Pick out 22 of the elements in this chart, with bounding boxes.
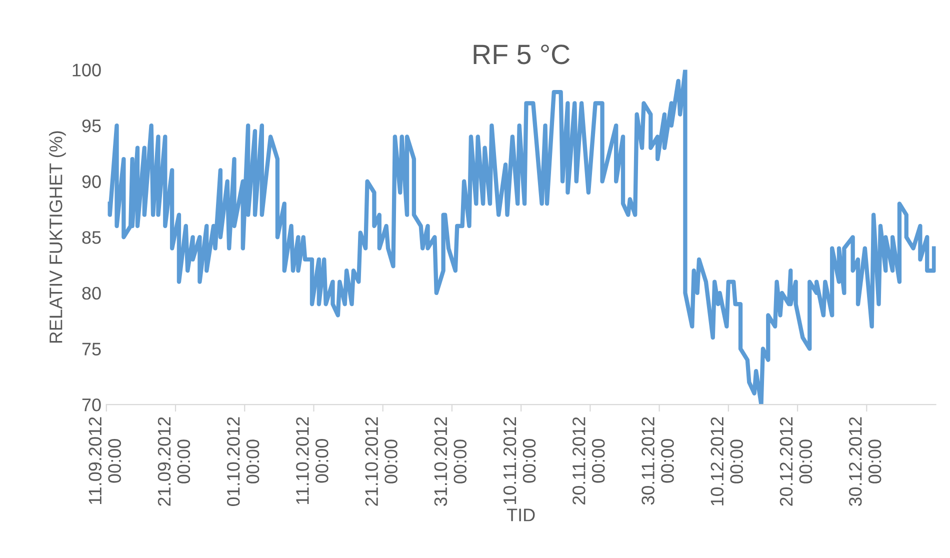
x-axis-title: TID xyxy=(506,508,535,522)
y-axis-title: RELATIV FUKTIGHET (%) xyxy=(49,131,66,343)
y-tick-label: 75 xyxy=(82,342,101,356)
y-tick-label: 100 xyxy=(72,64,101,76)
chart-title: RF 5 °C xyxy=(474,44,570,64)
y-tick-label: 85 xyxy=(82,231,101,244)
x-tick-label: 30.12.2012 00:00 xyxy=(848,417,882,506)
x-tick-label: 10.12.2012 00:00 xyxy=(710,417,743,506)
x-tick-label: 01.10.2012 00:00 xyxy=(226,417,260,506)
x-tick-label: 21.10.2012 00:00 xyxy=(365,417,398,506)
x-tick-label: 11.10.2012 00:00 xyxy=(296,417,328,504)
y-tick-label: 95 xyxy=(82,119,101,132)
y-tick-label: 70 xyxy=(82,398,101,412)
x-tick-label: 20.11.2012 00:00 xyxy=(572,417,605,504)
y-tick-label: 90 xyxy=(82,175,101,188)
x-tick-label: 10.11.2012 00:00 xyxy=(503,417,536,504)
x-tick-label: 21.09.2012 00:00 xyxy=(158,417,190,506)
x-tick-label: 20.12.2012 00:00 xyxy=(780,417,812,506)
y-tick-label: 80 xyxy=(82,286,101,300)
x-tick-label: 11.09.2012 00:00 xyxy=(88,417,121,504)
x-tick-label: 31.10.2012 00:00 xyxy=(434,417,467,506)
x-tick-label: 30.11.2012 00:00 xyxy=(642,417,674,505)
